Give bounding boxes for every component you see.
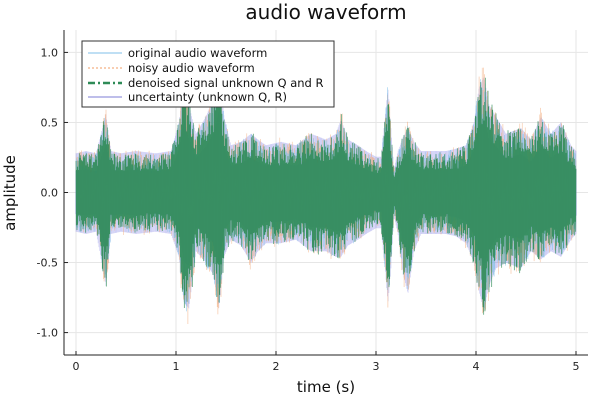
y-tick-label: 1.0 [41, 46, 59, 59]
y-tick-label: -0.5 [37, 257, 58, 270]
y-tick-label: 0.5 [41, 116, 59, 129]
y-tick-label: -1.0 [37, 327, 58, 340]
y-axis-label: amplitude [1, 155, 19, 231]
waveform-series [75, 62, 577, 325]
chart-title: audio waveform [245, 0, 406, 24]
legend: original audio waveform noisy audio wave… [81, 40, 335, 108]
x-tick-label: 5 [573, 360, 580, 373]
y-ticks: -1.0 -0.5 0.0 0.5 1.0 [37, 46, 68, 340]
y-tick-label: 0.0 [41, 187, 59, 200]
legend-box [81, 40, 335, 108]
x-tick-label: 3 [373, 360, 380, 373]
x-tick-label: 4 [473, 360, 480, 373]
legend-label-noisy: noisy audio waveform [128, 61, 255, 75]
legend-label-uncertainty: uncertainty (unknown Q, R) [128, 90, 287, 104]
legend-label-denoised: denoised signal unknown Q and R [128, 76, 324, 90]
x-tick-label: 2 [273, 360, 280, 373]
legend-label-original: original audio waveform [128, 46, 267, 60]
x-ticks: 0 1 2 3 4 5 [73, 351, 580, 373]
series-denoised-line [75, 62, 577, 315]
x-tick-label: 0 [73, 360, 80, 373]
x-axis-label: time (s) [297, 378, 355, 396]
x-tick-label: 1 [173, 360, 180, 373]
